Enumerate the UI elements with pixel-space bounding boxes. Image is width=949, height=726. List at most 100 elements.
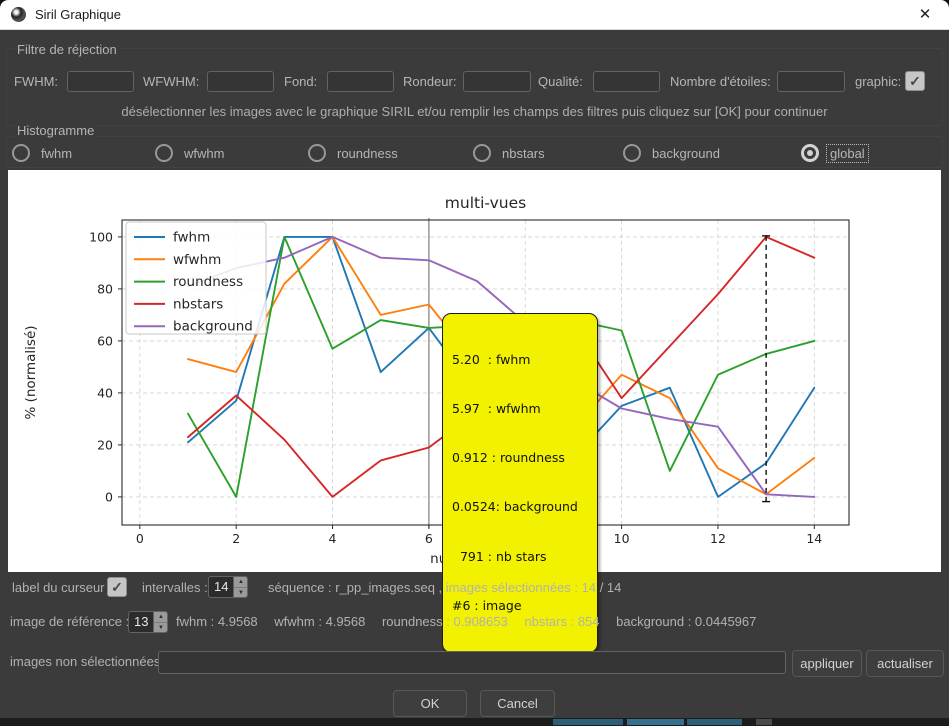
filter-frame [6,48,943,126]
svg-text:4: 4 [329,531,337,546]
tooltip-line: 5.97 : wfwhm [452,401,541,417]
svg-text:20: 20 [97,437,113,452]
legend-label-fwhm: fwhm [173,230,210,246]
close-icon[interactable]: ✕ [918,5,932,23]
refresh-button[interactable]: actualiser [866,650,944,677]
cursor-tooltip: 5.20 : fwhm 5.97 : wfwhm 0.912 : roundne… [442,313,598,654]
radio-background-label: background [652,145,720,161]
legend-label-roundness: roundness [173,274,243,290]
radio-background[interactable]: background [623,142,723,164]
dialog-button-row: OK Cancel [0,690,949,720]
radio-roundness[interactable]: roundness [308,142,401,164]
spinner-buttons[interactable]: ▲ ▼ [233,577,248,597]
reference-spinbox[interactable]: 13 ▲ ▼ [128,611,169,633]
cursor-label: label du curseur [12,580,105,595]
radio-nbstars[interactable]: nbstars [473,142,548,164]
chart-figure[interactable]: 02468101214020406080100multi-vuesnuméro … [8,170,941,654]
intervals-spinbox[interactable]: 14 ▲ ▼ [208,576,249,598]
spin-down-icon[interactable]: ▼ [237,590,244,596]
legend-label-nbstars: nbstars [173,296,223,312]
reference-label: image de référence : [10,614,130,629]
check-icon: ✓ [111,578,123,595]
qualite-filter-input[interactable] [593,71,660,92]
cursor-label-checkbox[interactable]: ✓ [107,577,127,597]
radio-global-label: global [826,143,869,163]
tooltip-line: #6 : image [452,597,522,613]
unselected-images-input[interactable] [158,651,786,674]
tooltip-line: 0.912 : roundness [452,450,565,466]
svg-text:0: 0 [136,531,144,546]
desktop-strip [0,718,949,726]
histogram-section-title: Histogramme [14,123,98,138]
fond-filter-label: Fond: [284,74,318,89]
radio-fwhm-label: fwhm [41,145,73,161]
radio-circle-icon [155,144,173,162]
tooltip-line: 5.20 : fwhm [452,351,531,367]
wfwhm-filter-input[interactable] [207,71,274,92]
ref-stat-fwhm: fwhm : 4.9568 [176,614,258,629]
radio-nbstars-label: nbstars [502,145,545,161]
svg-text:6: 6 [425,531,433,546]
radio-circle-checked-icon [801,144,819,162]
spin-down-icon[interactable]: ▼ [157,625,164,631]
radio-circle-icon [623,144,641,162]
desktop-fragment [756,719,772,725]
intervals-value: 14 [214,579,229,594]
svg-text:2: 2 [232,531,240,546]
radio-wfwhm[interactable]: wfwhm [155,142,227,164]
radio-circle-icon [473,144,491,162]
svg-text:60: 60 [97,333,113,348]
titlebar: Siril Graphique ✕ [0,0,949,30]
rondeur-filter-input[interactable] [463,71,531,92]
window-title: Siril Graphique [35,7,121,22]
sequence-info: séquence : r_pp_images.seq , images séle… [268,580,622,595]
spin-up-icon[interactable]: ▲ [234,577,248,588]
reference-value: 13 [134,614,149,629]
svg-text:10: 10 [614,531,630,546]
desktop-fragment [553,719,623,725]
status-row-reference: image de référence : 13 ▲ ▼ fwhm : 4.9568… [0,610,949,636]
unselected-label: images non sélectionnées : [10,654,168,669]
cancel-button[interactable]: Cancel [480,690,555,717]
spin-up-icon[interactable]: ▲ [154,612,168,623]
filter-instruction: désélectionner les images avec le graphi… [121,104,828,119]
legend-label-wfwhm: wfwhm [173,252,221,268]
check-icon: ✓ [909,72,921,89]
spinner-buttons[interactable]: ▲ ▼ [153,612,168,632]
radio-fwhm[interactable]: fwhm [12,142,75,164]
series-line-background [187,235,816,498]
histogram-frame [6,136,943,168]
radio-wfwhm-label: wfwhm [184,145,225,161]
y-axis-label: % (normalisé) [23,325,39,419]
status-row-cursor: label du curseur ✓ intervalles : 14 ▲ ▼ s… [0,576,949,602]
radio-roundness-label: roundness [337,145,398,161]
svg-text:100: 100 [89,229,113,244]
radio-circle-icon [308,144,326,162]
status-row-unselected: images non sélectionnées : appliquer act… [0,650,949,678]
nbstars-filter-input[interactable] [777,71,845,92]
ok-button[interactable]: OK [393,690,467,717]
radio-global[interactable]: global [801,142,869,164]
graphic-checkbox[interactable]: ✓ [905,71,925,91]
filter-fields-row: FWHM: WFWHM: Fond: Rondeur: Qualité: Nom… [0,71,949,93]
fond-filter-input[interactable] [327,71,394,92]
reference-stats: fwhm : 4.9568 wfwhm : 4.9568 roundness :… [176,610,769,634]
rondeur-filter-label: Rondeur: [403,74,457,89]
filter-section-title: Filtre de réjection [14,42,120,57]
app-icon [11,7,26,22]
svg-text:40: 40 [97,385,113,400]
ref-stat-wfwhm: wfwhm : 4.9568 [274,614,366,629]
nbstars-filter-label: Nombre d'étoiles: [670,74,771,89]
ref-stat-background: background : 0.0445967 [616,614,757,629]
svg-text:14: 14 [806,531,822,546]
chart-legend [125,221,267,335]
tooltip-line: 791 : nb stars [452,548,547,564]
chart-title: multi-vues [445,194,526,212]
desktop-fragment [627,719,684,725]
graphic-label: graphic: [855,74,902,89]
apply-button[interactable]: appliquer [792,650,862,677]
qualite-filter-label: Qualité: [538,74,583,89]
fwhm-filter-input[interactable] [67,71,134,92]
histogram-radio-row: fwhm wfwhm roundness nbstars background … [0,142,949,164]
